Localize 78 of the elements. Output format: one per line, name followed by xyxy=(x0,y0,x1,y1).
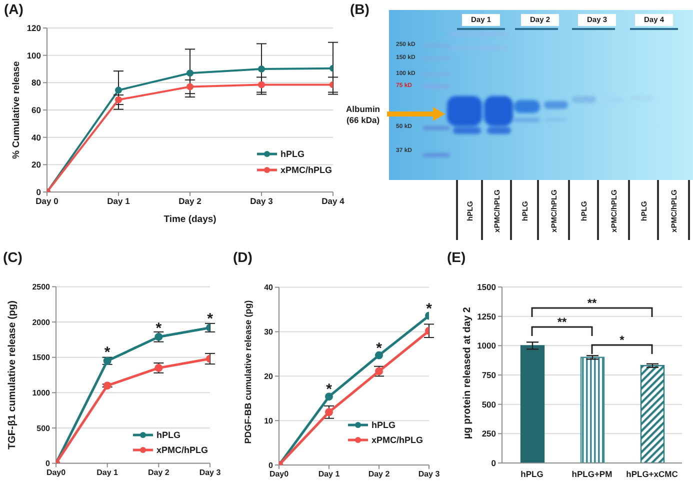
x-axis-title: Time (days) xyxy=(164,214,216,226)
y-tick-label: 10 xyxy=(264,416,274,426)
point xyxy=(325,392,333,401)
x-tick-label: Day 1 xyxy=(96,468,119,477)
point xyxy=(258,66,265,72)
annotation: * xyxy=(326,381,332,398)
y-tick-label: 0 xyxy=(268,460,274,470)
x-tick-label: Day 3 xyxy=(418,470,440,479)
legend-label: xPMC/hPLG xyxy=(371,434,423,444)
y-axis-title: µg protein released at day 2 xyxy=(462,307,474,439)
point xyxy=(186,70,194,77)
y-tick-label: 1500 xyxy=(32,353,51,362)
y-tick-label: 30 xyxy=(264,328,274,337)
bar xyxy=(640,365,665,463)
y-tick-label: 500 xyxy=(36,424,51,433)
point xyxy=(186,83,194,90)
y-tick-label: 40 xyxy=(264,283,274,292)
chart-title: (D) xyxy=(233,249,252,265)
x-tick-label: Day0 xyxy=(269,470,290,479)
y-tick-label: 750 xyxy=(482,370,496,380)
bar xyxy=(580,356,605,463)
x-tick-label: Day 0 xyxy=(36,196,59,206)
x-tick-label: Day 1 xyxy=(318,470,340,479)
annotation: * xyxy=(156,320,162,337)
chart-title: (C) xyxy=(3,249,22,265)
y-tick-label: 40 xyxy=(32,132,42,142)
chart-title: (E) xyxy=(447,249,466,265)
chart-title: (A) xyxy=(4,1,24,17)
y-axis-title: PDGF-BB cumulative release (pg) xyxy=(242,300,254,444)
text: (B) xyxy=(350,1,370,17)
x-tick-label: Day 4 xyxy=(322,196,345,206)
x-tick-label: Day 2 xyxy=(148,468,170,477)
y-tick-label: 0 xyxy=(36,187,42,198)
text: Albumin (66 kDa) xyxy=(345,104,381,126)
y-tick-label: 60 xyxy=(32,105,42,116)
x-tick-label: Day0 xyxy=(46,468,66,477)
annotation: * xyxy=(207,310,214,328)
legend-label: xPMC/hPLG xyxy=(156,444,208,455)
y-tick-label: 1250 xyxy=(477,311,496,322)
y-axis-title: % Cumulative release xyxy=(11,61,23,159)
annotation: * xyxy=(376,340,382,357)
x-tick-label: Day 2 xyxy=(368,470,390,479)
annotation: ** xyxy=(587,296,597,310)
y-tick-label: 80 xyxy=(32,78,42,88)
y-tick-label: 1000 xyxy=(32,388,51,398)
x-tick-label: hPLG+xCMC xyxy=(626,469,678,480)
y-tick-label: 100 xyxy=(26,50,42,60)
y-tick-label: 1500 xyxy=(477,282,496,292)
annotation: ** xyxy=(557,315,567,329)
legend-label: hPLG xyxy=(280,149,304,159)
bar xyxy=(520,345,545,463)
y-tick-label: 2500 xyxy=(32,282,51,292)
y-tick-label: 120 xyxy=(26,23,42,34)
y-tick-label: 20 xyxy=(264,372,274,381)
y-tick-label: 250 xyxy=(482,428,496,439)
annotation: * xyxy=(620,333,625,347)
y-tick-label: 1000 xyxy=(477,340,496,351)
point xyxy=(258,81,265,88)
point xyxy=(375,351,383,360)
x-tick-label: hPLG xyxy=(520,469,544,480)
y-tick-label: 20 xyxy=(32,160,42,170)
y-axis-title: TGF-β1 cumulative release (pg) xyxy=(7,300,19,450)
x-tick-label: Day 1 xyxy=(107,196,130,206)
annotation: * xyxy=(104,344,110,361)
x-tick-label: Day 3 xyxy=(250,196,274,206)
y-tick-label: 0 xyxy=(491,458,496,468)
point xyxy=(325,408,333,416)
y-tick-label: 0 xyxy=(46,459,51,468)
legend-label: hPLG xyxy=(371,420,396,430)
y-tick-label: 2000 xyxy=(32,318,51,327)
y-tick-label: 500 xyxy=(482,399,496,410)
x-tick-label: hPLG+PM xyxy=(572,469,612,480)
x-tick-label: Day 2 xyxy=(178,196,202,206)
x-tick-label: Day 3 xyxy=(199,468,222,477)
legend-label: hPLG xyxy=(156,430,180,440)
annotation: * xyxy=(426,300,432,318)
legend-label: xPMC/hPLG xyxy=(280,165,332,175)
point xyxy=(115,86,122,94)
